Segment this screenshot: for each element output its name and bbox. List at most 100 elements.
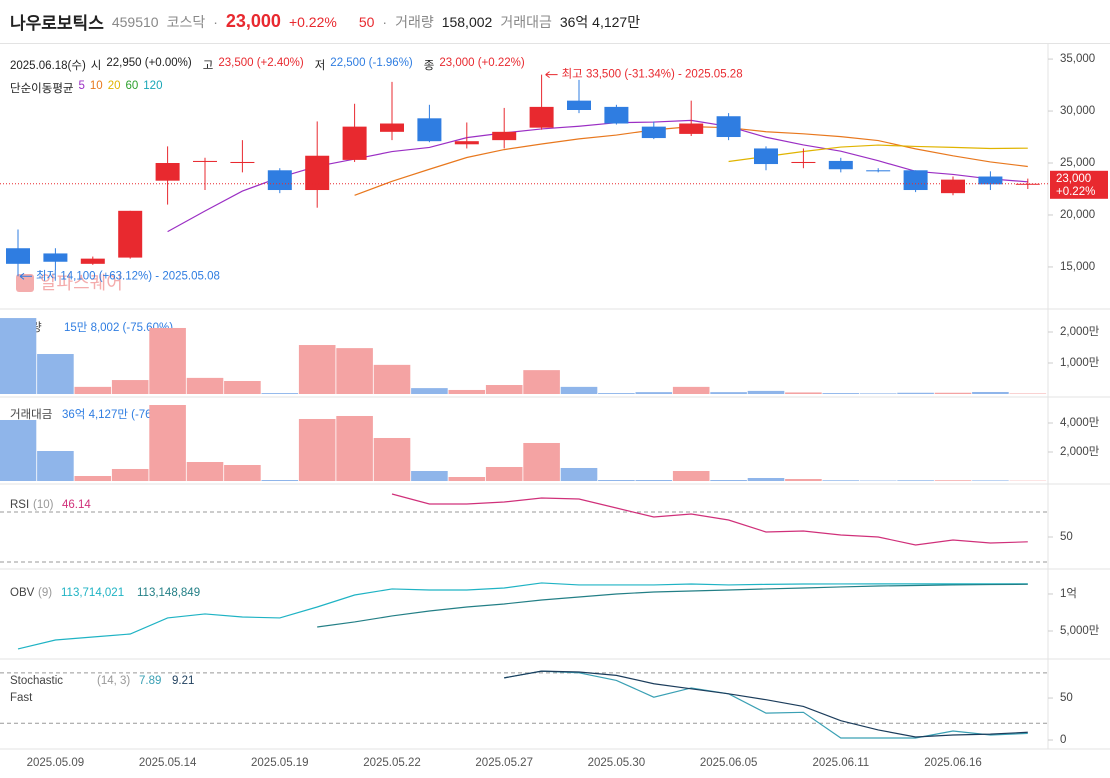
bar [0, 419, 37, 481]
y-tick-label: 20,000 [1060, 209, 1095, 221]
bar [373, 437, 411, 481]
bar [710, 392, 747, 394]
bar [149, 327, 186, 394]
legend-entry: 5 [78, 80, 85, 92]
bar [822, 480, 860, 481]
y-tick-label: 2,000만 [1060, 325, 1100, 338]
candle-body [492, 131, 517, 141]
bar [149, 405, 186, 481]
bar [186, 377, 224, 394]
bar [74, 386, 112, 394]
candle-body [417, 118, 442, 142]
panel-params: (14, 3) [97, 675, 130, 687]
panel-title: 거래대금 [10, 408, 52, 421]
bar [635, 479, 673, 481]
x-tick-label: 2025.05.22 [363, 757, 421, 769]
bar [448, 389, 486, 394]
watermark-icon [16, 274, 34, 292]
candle-body [903, 170, 928, 191]
x-tick-label: 2025.06.16 [924, 757, 982, 769]
panel-params: (10) [33, 499, 54, 511]
candle-body [267, 170, 292, 191]
price: 23,000 [225, 11, 281, 31]
bar [485, 466, 523, 481]
candle-body [567, 100, 591, 110]
ohlc-info: 2025.06.18(수) 시 22,950 (+0.00%) 고 23,500… [10, 57, 525, 73]
y-tick-label: 2,000만 [1060, 445, 1100, 458]
ma-legend-title: 단순이동평균 [10, 83, 74, 95]
candle-body [155, 163, 180, 181]
bar [859, 393, 897, 394]
line [504, 670, 1028, 739]
annotation-arrow [19, 272, 32, 280]
legend-entry: 60 [125, 80, 139, 92]
y-tick-label: 15,000 [1060, 261, 1095, 273]
candle-body [380, 123, 404, 132]
info-high: 23,500 (+2.40%) [218, 57, 304, 69]
bar [672, 386, 710, 394]
header: 나우로보틱스 459510 코스닥 · 23,000 +0.22% 50 · 거… [0, 0, 1110, 44]
bar [111, 468, 149, 481]
change-rate: +0.22% [288, 13, 337, 30]
y-tick-label: 50 [1060, 692, 1073, 704]
rsi-value: 46.14 [62, 499, 91, 511]
ma-legend: 단순이동평균 5 10 20 60 120 [10, 80, 162, 96]
bar [0, 318, 37, 394]
bar [373, 364, 411, 394]
line [391, 493, 1028, 546]
legend-entry: 20 [107, 80, 121, 92]
bar [747, 390, 785, 394]
bar [336, 415, 373, 481]
bar [261, 393, 299, 394]
candle-body [43, 253, 68, 262]
obv-signal-value: 113,148,849 [137, 587, 200, 599]
watermark: 알파스퀘어 [40, 273, 123, 293]
volume: 158,002 [441, 13, 493, 30]
candle-body [529, 106, 554, 128]
y-tick-label: 30,000 [1060, 105, 1095, 117]
candle-body [641, 126, 666, 139]
info-label: 시 [90, 60, 102, 72]
price-tag-value: 23,000 [1056, 173, 1091, 185]
candle-body [6, 248, 30, 264]
bar [74, 475, 112, 481]
bar [448, 476, 486, 481]
bar [411, 470, 448, 481]
candle-body [754, 148, 778, 165]
bar [298, 345, 336, 394]
y-tick-label: 1,000만 [1060, 356, 1100, 369]
annotation: 최고 33,500 (-31.34%) - 2025.05.28 [562, 68, 743, 81]
bar [598, 479, 635, 481]
x-tick-label: 2025.05.19 [251, 757, 309, 769]
bar [972, 391, 1009, 394]
y-tick-label: 25,000 [1060, 157, 1095, 169]
stoch-d-value: 9.21 [172, 675, 194, 687]
candle-body [454, 141, 479, 145]
x-tick-label: 2025.05.09 [27, 757, 85, 769]
x-tick-label: 2025.06.11 [812, 757, 869, 769]
bar [822, 393, 860, 394]
bar [224, 465, 261, 481]
bar [560, 386, 598, 394]
bar [897, 480, 934, 481]
trade-value: 36억 4,127만 [559, 13, 641, 30]
candle-body [342, 126, 367, 160]
annotation: 최저 14,100 (+63.12%) - 2025.05.08 [36, 269, 220, 282]
line [317, 583, 1028, 628]
legend-entry: 10 [89, 80, 103, 92]
bar [261, 479, 299, 481]
candle-body [941, 179, 965, 194]
candle-body [305, 155, 330, 191]
y-tick-label: 50 [1060, 531, 1073, 543]
candle-body [679, 123, 704, 134]
bar [336, 348, 373, 394]
bar [934, 480, 972, 481]
candle-body [716, 116, 741, 138]
stock-code: 459510 [111, 13, 159, 30]
bar [523, 442, 560, 481]
volume-label: 거래량 [395, 13, 434, 30]
candle-body [828, 160, 853, 170]
candle-body [193, 160, 217, 162]
y-tick-label: 35,000 [1060, 53, 1095, 65]
candle-body [1015, 183, 1040, 185]
